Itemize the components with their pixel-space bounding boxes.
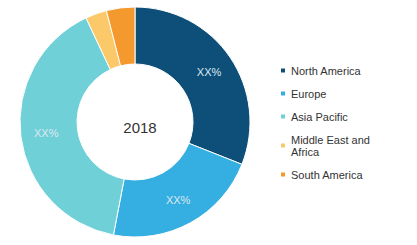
svg-text:Middle East and: Middle East and (291, 134, 373, 146)
svg-text:Europe: Europe (291, 88, 326, 100)
svg-text:South America: South America (291, 169, 363, 181)
svg-text:North America: North America (291, 65, 362, 77)
svg-text:XX%: XX% (166, 194, 191, 206)
svg-text:2018: 2018 (123, 119, 156, 136)
svg-text:Asia Pacific: Asia Pacific (291, 111, 348, 123)
svg-text:XX%: XX% (34, 127, 59, 139)
svg-text:Africa: Africa (291, 146, 320, 158)
svg-text:XX%: XX% (197, 66, 222, 78)
